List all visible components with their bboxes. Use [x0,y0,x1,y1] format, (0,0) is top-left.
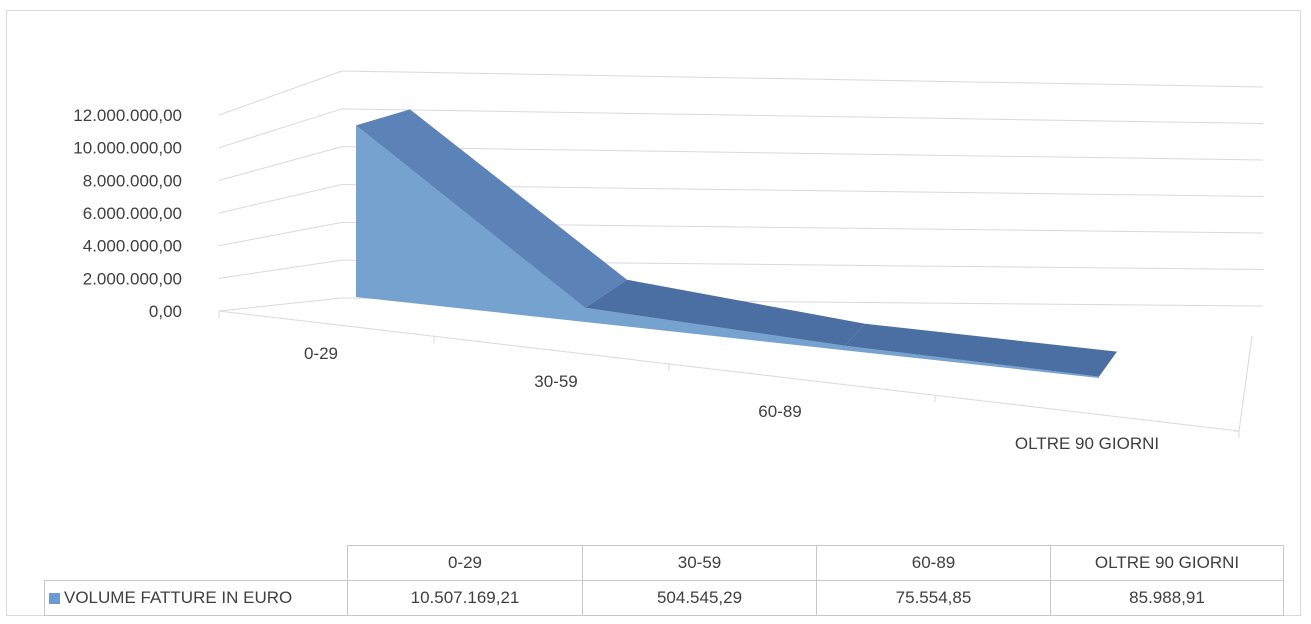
x-tick-label: 30-59 [534,372,577,391]
series-area [356,109,1117,378]
gridline-side [218,297,343,312]
y-tick-label: 2.000.000,00 [83,269,182,288]
data-table-corner [44,545,348,581]
data-table-row: VOLUME FATTURE IN EURO 10.507.169,21 504… [44,580,1284,616]
data-table-header-row: 0-29 30-59 60-89 OLTRE 90 GIORNI [44,545,1284,581]
gridline-side [218,108,343,149]
gridline-side [218,221,343,247]
chart-plot: 0,00 2.000.000,00 4.000.000,00 6.000.000,00… [73,70,1264,453]
gridline [341,108,1264,124]
gridline-side [218,259,343,279]
x-tick-label: 60-89 [758,402,801,421]
gridline [341,146,1264,161]
y-axis-labels: 0,00 2.000.000,00 4.000.000,00 6.000.000,00… [73,106,182,321]
data-table-header: 30-59 [582,545,817,581]
data-table-series-label: VOLUME FATTURE IN EURO [64,588,293,607]
gridline-side [218,70,343,116]
data-table-value: 10.507.169,21 [347,580,583,616]
data-table-value: 75.554,85 [816,580,1051,616]
x-tick-label: 0-29 [304,344,338,363]
data-table: 0-29 30-59 60-89 OLTRE 90 GIORNI VOLUME … [44,545,1284,616]
chart-area: 0,00 2.000.000,00 4.000.000,00 6.000.000,00… [6,10,1301,616]
chart-floor [218,310,1253,438]
y-tick-label: 8.000.000,00 [83,171,182,190]
gridline [341,70,1264,88]
series-top-face [585,279,865,346]
x-axis-labels: 0-29 30-59 60-89 OLTRE 90 GIORNI [304,344,1159,453]
y-tick-label: 0,00 [149,302,182,321]
gridline-side [218,184,343,214]
series-front-face [356,125,1099,378]
data-table-value: 85.988,91 [1050,580,1284,616]
series-top-face [356,109,627,308]
data-table-value: 504.545,29 [582,580,817,616]
data-table-header: 0-29 [347,545,583,581]
y-tick-label: 4.000.000,00 [83,237,182,256]
y-tick-label: 6.000.000,00 [83,204,182,223]
y-tick-label: 10.000.000,00 [73,139,182,158]
data-table-series-cell: VOLUME FATTURE IN EURO [44,580,348,616]
series-top-face [845,323,1117,377]
data-table-header: 60-89 [816,545,1051,581]
legend-key-icon [49,593,60,604]
x-tick-label: OLTRE 90 GIORNI [1015,434,1159,453]
y-tick-label: 12.000.000,00 [73,106,182,125]
data-table-header: OLTRE 90 GIORNI [1050,545,1284,581]
gridline-side [218,146,343,181]
